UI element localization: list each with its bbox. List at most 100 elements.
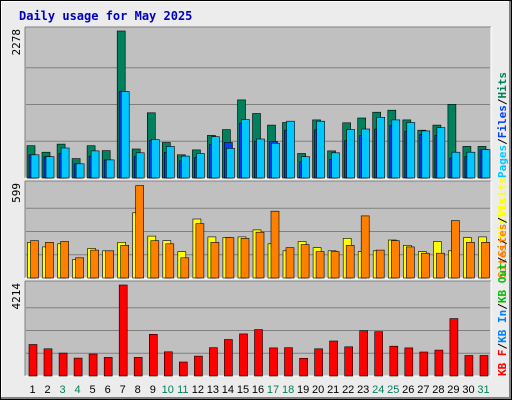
sites-bar: [330, 251, 340, 279]
kbf-bar: [449, 318, 459, 377]
sites-bar: [360, 215, 370, 279]
x-tick-label: 17: [267, 384, 279, 396]
pages-bar: [256, 138, 265, 179]
x-tick-label: 18: [282, 384, 294, 396]
kbf-bar: [284, 347, 293, 377]
pages-bar: [436, 127, 446, 179]
x-tick-label: 23: [357, 384, 369, 396]
kbf-bar: [28, 344, 38, 377]
legend-visits-sites: Sites/ Visits: [496, 199, 509, 279]
legend-entry: KB F: [496, 350, 509, 377]
legend-entry: /: [496, 303, 509, 310]
sites-bar: [255, 231, 265, 279]
legend-entry: /: [496, 138, 509, 145]
kbf-bar: [118, 284, 128, 377]
legend-entry: Visits: [496, 199, 509, 239]
pages-bar: [271, 142, 280, 179]
kbf-bar: [344, 346, 354, 377]
sites-bar: [135, 185, 144, 279]
pages-bar: [466, 151, 476, 179]
kbf-bar: [239, 333, 248, 377]
x-tick-label: 21: [327, 384, 339, 396]
pages-bar: [135, 152, 145, 179]
pages-bar: [481, 149, 491, 179]
sites-bar: [225, 237, 235, 279]
kbf-bar: [434, 349, 444, 377]
x-tick-label: 28: [432, 384, 444, 396]
sites-bar: [210, 242, 220, 279]
kbf-bar: [254, 329, 263, 377]
sites-bar: [195, 223, 205, 279]
kbf-bar: [374, 331, 384, 377]
kbf-bar: [464, 355, 474, 377]
x-tick-label: 15: [237, 384, 249, 396]
x-tick-label: 24: [372, 384, 384, 396]
kbf-bar: [329, 340, 338, 377]
chart-panels: 2278Pages/Files/Hits599Sites/Visits4214K…: [10, 26, 509, 377]
pages-bar: [45, 156, 55, 179]
kbf-bar: [224, 339, 233, 377]
sites-bar: [150, 240, 160, 279]
kbf-bar: [179, 361, 188, 377]
x-tick-label: 13: [207, 384, 219, 396]
pages-bar: [90, 150, 100, 179]
legend-hits-files-pages: Pages/Files/Hits: [496, 72, 509, 178]
x-tick-label: 7: [120, 384, 126, 396]
pages-bar: [286, 120, 295, 179]
sites-bar: [420, 252, 430, 279]
pages-bar: [166, 146, 175, 179]
pages-bar: [60, 147, 70, 179]
kbf-bar: [404, 347, 414, 377]
pages-bar: [451, 151, 461, 179]
sites-bar: [165, 243, 175, 279]
legend-entry: Files: [496, 105, 509, 138]
legend-entry: KB In: [496, 310, 509, 343]
pages-bar: [226, 148, 235, 179]
sites-bar: [60, 241, 69, 279]
pages-bar: [181, 155, 190, 179]
sites-bar: [105, 250, 114, 279]
y-max-label: 599: [10, 183, 23, 203]
kbf-bar: [479, 355, 489, 377]
legend-entry: Visits: [496, 177, 509, 217]
kbf-bar: [359, 330, 369, 377]
x-tick-label: 31: [477, 384, 489, 396]
kbf-bar: [88, 353, 98, 377]
x-tick-label: 5: [90, 384, 96, 396]
pages-bar: [75, 163, 85, 179]
pages-bar: [421, 130, 431, 179]
x-tick-label: 25: [387, 384, 399, 396]
pages-bar: [391, 119, 401, 179]
y-max-label: 2278: [10, 29, 23, 56]
pages-bar: [316, 120, 325, 179]
kbf-bar: [269, 347, 278, 377]
sites-bar: [45, 242, 54, 279]
kbf-bar: [58, 352, 68, 377]
sites-bar: [90, 249, 99, 279]
kbf-bar: [299, 357, 308, 377]
sites-bar: [375, 249, 385, 279]
legend-entry: Sites: [496, 224, 509, 257]
x-tick-label: 4: [75, 384, 81, 396]
sites-bar: [481, 242, 490, 279]
chart-title: Daily usage for May 2025: [19, 9, 192, 23]
kbf-bar: [103, 357, 113, 377]
x-tick-label: 19: [297, 384, 309, 396]
pages-bar: [211, 136, 220, 179]
sites-bar: [75, 257, 84, 279]
legend-entry: /: [496, 256, 509, 263]
x-tick-label: 2: [44, 384, 50, 396]
x-tick-label: 20: [312, 384, 324, 396]
sites-bar: [180, 257, 190, 279]
pages-bar: [105, 159, 115, 179]
x-tick-label: 6: [105, 384, 111, 396]
sites-bar: [345, 245, 355, 279]
sites-bar: [300, 244, 310, 279]
kbf-bar: [389, 345, 399, 377]
x-tick-label: 29: [447, 384, 459, 396]
legend-entry: Sites: [496, 245, 509, 278]
sites-bar: [390, 240, 400, 279]
x-tick-label: 22: [342, 384, 354, 396]
